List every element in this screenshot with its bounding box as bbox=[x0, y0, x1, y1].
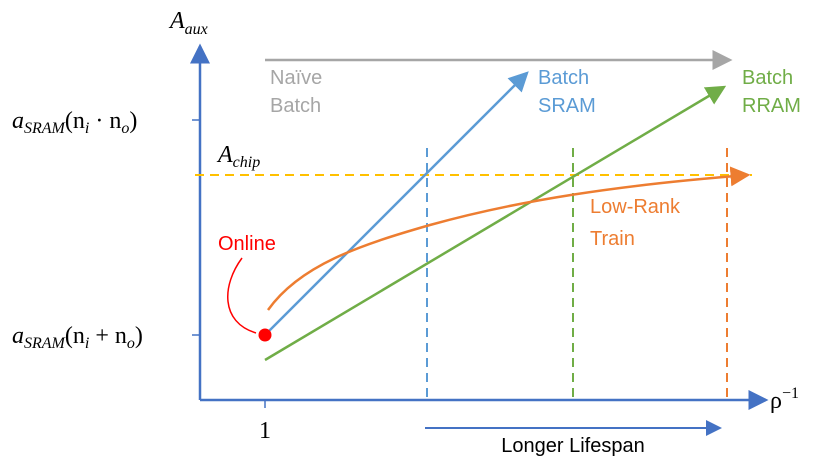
lifespan-label: Longer Lifespan bbox=[501, 435, 644, 457]
batch-sram-line bbox=[264, 71, 529, 336]
rram-label: RRAM bbox=[742, 95, 801, 117]
rram-label: Batch bbox=[742, 67, 793, 89]
low-rank-curve bbox=[266, 166, 751, 311]
y-axis-label: Aaux bbox=[168, 8, 208, 38]
naive-label: Batch bbox=[270, 95, 321, 117]
x-tick-label: 1 bbox=[259, 418, 271, 444]
online-point bbox=[258, 328, 272, 342]
batch-rram-line bbox=[264, 85, 727, 362]
lowrank-label: Low-Rank bbox=[590, 196, 681, 218]
sram-label: SRAM bbox=[538, 95, 596, 117]
online-pointer bbox=[227, 257, 257, 334]
naive-label: Naïve bbox=[270, 67, 322, 89]
lowrank-label: Train bbox=[590, 228, 635, 250]
sram-label: Batch bbox=[538, 67, 589, 89]
online-label: Online bbox=[218, 233, 276, 255]
chip-label: Achip bbox=[216, 142, 260, 171]
y-tick-label: aSRAM(ni · no) bbox=[12, 108, 137, 137]
y-tick-label: aSRAM(ni + no) bbox=[12, 323, 143, 352]
x-axis-label: ρ−1 bbox=[770, 385, 799, 414]
